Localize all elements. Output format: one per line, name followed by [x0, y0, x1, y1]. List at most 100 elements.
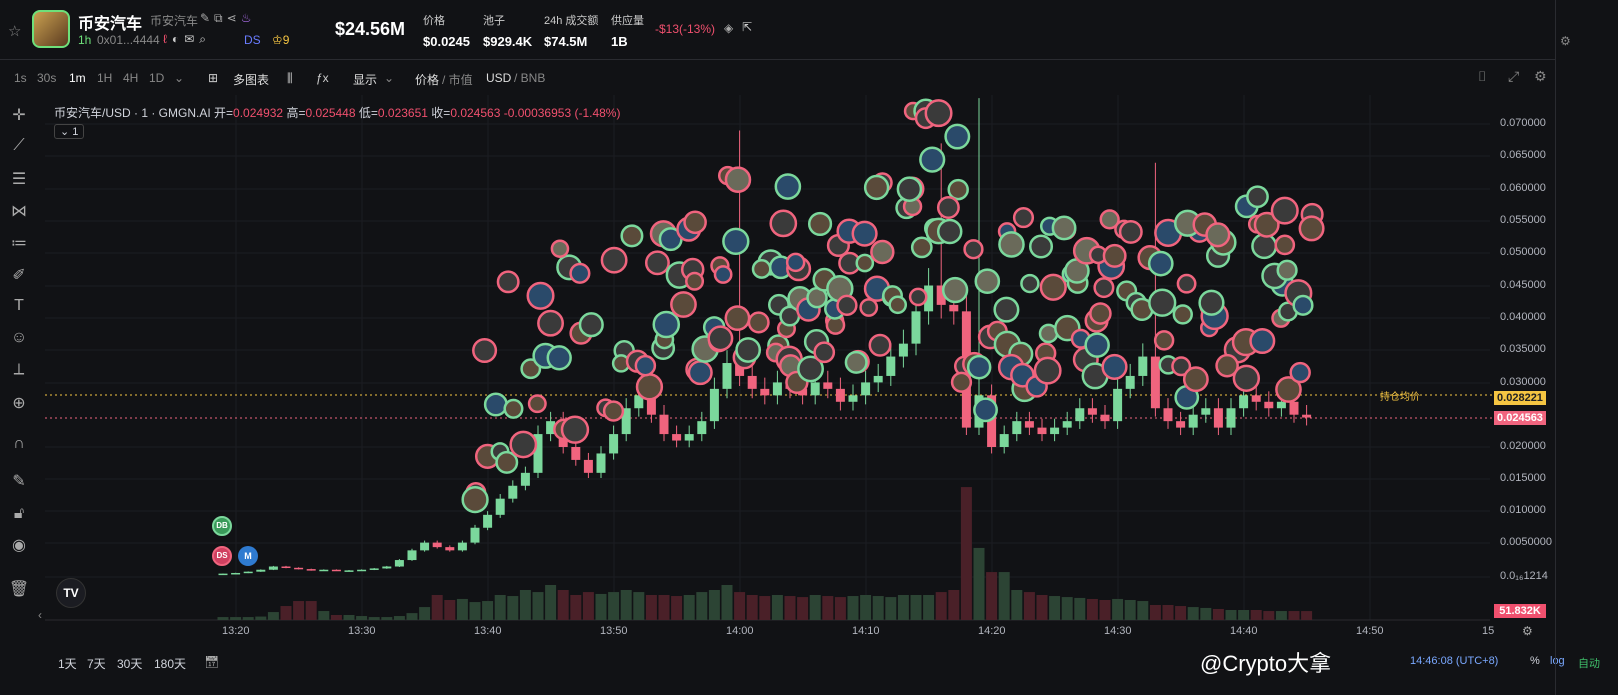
magnet-icon[interactable]: ∩ — [13, 435, 25, 452]
dev-buy-marker[interactable]: DB — [212, 516, 232, 536]
range-30d[interactable]: 30天 — [117, 657, 143, 671]
crosshair-icon[interactable]: ✛ — [12, 107, 26, 124]
candle-body — [936, 285, 946, 305]
eye-icon[interactable]: ◉ — [12, 537, 26, 554]
candle-body — [1226, 408, 1236, 428]
volume-bar — [658, 595, 670, 620]
collapse-indicators-button[interactable]: ⌄ 1 — [54, 124, 85, 139]
volume-bar — [708, 590, 720, 620]
volume-bar — [1049, 596, 1061, 620]
range-1d[interactable]: 1天 — [58, 657, 77, 671]
link-icons[interactable]: ℓ◐✉⌕ — [163, 32, 211, 46]
chevron-down-icon[interactable]: ⌄ — [384, 71, 395, 85]
brush-icon[interactable]: ✐ — [12, 267, 26, 284]
time-tick-label: 15 — [1482, 625, 1495, 637]
candle-body — [407, 550, 417, 561]
interval-1s[interactable]: 1s — [14, 71, 27, 85]
mcap-toggle[interactable]: / 市值 — [442, 73, 473, 87]
token-subtitle: 币安汽车 — [150, 14, 199, 28]
volume-bar — [1275, 611, 1287, 620]
emoji-icon[interactable]: ☺ — [10, 329, 28, 346]
trader-avatar-marker — [947, 178, 969, 201]
external-link-icon[interactable]: ⇱ — [742, 20, 753, 34]
lock-icon[interactable]: 🔓︎ — [13, 505, 25, 522]
time-tick-label: 13:30 — [348, 625, 376, 637]
edit-copy-share-icons[interactable]: ✎⧉⋖♨ — [200, 11, 256, 25]
trader-avatar-marker — [973, 397, 998, 423]
lock-drawing-icon[interactable]: ✎ — [12, 473, 26, 490]
volume-bar — [910, 595, 922, 620]
camera-icon[interactable]: ⌷ — [1478, 68, 1487, 84]
axis-settings-icon[interactable]: ⚙ — [1522, 624, 1533, 638]
usd-toggle[interactable]: USD — [486, 71, 512, 85]
interval-30s[interactable]: 30s — [37, 71, 57, 85]
calendar-icon[interactable]: 📅︎ — [204, 655, 220, 669]
bnb-toggle[interactable]: / BNB — [514, 71, 546, 85]
change-value: -0.00036953 (-1.48%) — [503, 106, 621, 120]
token-logo — [32, 10, 70, 48]
settings-icon[interactable]: ⚙ — [1534, 68, 1547, 84]
favorite-star-icon[interactable]: ☆ — [8, 23, 22, 40]
add-chart-icon[interactable]: ⊞ — [208, 71, 219, 85]
interval-4h[interactable]: 4H — [123, 71, 139, 85]
symbol-label: 币安汽车/USD · 1 · GMGN.AI — [54, 106, 211, 120]
interval-1h[interactable]: 1H — [97, 71, 113, 85]
text-icon[interactable]: T — [14, 297, 24, 314]
trader-avatar-marker — [888, 295, 908, 315]
chevron-down-icon[interactable]: ⌄ — [174, 71, 185, 85]
info-icon[interactable]: ◈ — [724, 21, 734, 35]
ds-badge[interactable]: DS — [244, 33, 261, 47]
trendline-icon[interactable]: ⟋ — [13, 137, 25, 154]
trash-icon[interactable]: 🗑︎ — [8, 581, 30, 598]
price-toggle[interactable]: 价格 — [415, 73, 440, 87]
range-7d[interactable]: 7天 — [87, 657, 106, 671]
interval-1m[interactable]: 1m — [69, 71, 86, 85]
stat-label: 价格 — [423, 15, 445, 27]
migration-marker[interactable]: M — [238, 546, 258, 566]
trader-avatar-marker — [483, 392, 508, 417]
interval-1d[interactable]: 1D — [149, 71, 165, 85]
trader-avatar-marker — [1270, 196, 1299, 225]
contract-address[interactable]: 0x01...4444 — [97, 33, 160, 47]
candle-body — [394, 560, 404, 567]
collapse-sidebar-icon[interactable]: ‹ — [38, 608, 42, 622]
auto-toggle[interactable]: 自动 — [1578, 658, 1600, 670]
trader-avatar-marker — [998, 231, 1025, 258]
indicators-icon[interactable]: ƒx — [316, 71, 329, 85]
log-toggle[interactable]: log — [1550, 655, 1565, 667]
fullscreen-icon[interactable]: ⤢ — [1508, 68, 1520, 84]
tradingview-logo[interactable]: TV — [56, 578, 86, 608]
volume-bar — [1175, 606, 1187, 620]
horizontal-lines-icon[interactable]: ☰ — [11, 171, 27, 188]
range-180d[interactable]: 180天 — [154, 657, 187, 671]
candle-body — [369, 568, 379, 570]
fib-icon[interactable]: ≔ — [11, 235, 27, 252]
trader-avatar-marker — [1249, 327, 1276, 355]
trader-avatar-marker — [635, 373, 664, 401]
panel-settings-icon[interactable]: ⚙ — [1560, 34, 1571, 48]
candle-body — [911, 311, 921, 344]
trader-avatar-marker — [769, 209, 798, 238]
trader-avatar-marker — [652, 310, 681, 339]
candle-type-icon[interactable]: ⫼ — [287, 71, 293, 85]
price-tick-label: 0.030000 — [1500, 376, 1546, 388]
volume-bar — [393, 616, 405, 620]
candle-body — [583, 459, 593, 473]
volume-bar — [469, 602, 481, 620]
zoom-in-icon[interactable]: ⊕ — [12, 395, 26, 412]
time-tick-label: 14:50 — [1356, 625, 1384, 637]
feather-icon: ℓ — [163, 32, 172, 46]
multi-chart-button[interactable]: 多图表 — [233, 73, 270, 87]
stat-label: 供应量 — [611, 15, 644, 27]
ruler-icon[interactable]: ⟂ — [13, 361, 25, 378]
trader-avatar-marker — [807, 211, 833, 237]
candle-body — [445, 547, 455, 551]
candle-body — [357, 569, 367, 572]
price-tick-label: 0.065000 — [1500, 149, 1546, 161]
display-button[interactable]: 显示 — [353, 73, 378, 87]
dev-sell-marker[interactable]: DS — [212, 546, 232, 566]
stat-value: $74.5M — [544, 34, 588, 49]
pattern-icon[interactable]: ⋈ — [11, 203, 27, 220]
percent-toggle[interactable]: % — [1530, 655, 1540, 667]
